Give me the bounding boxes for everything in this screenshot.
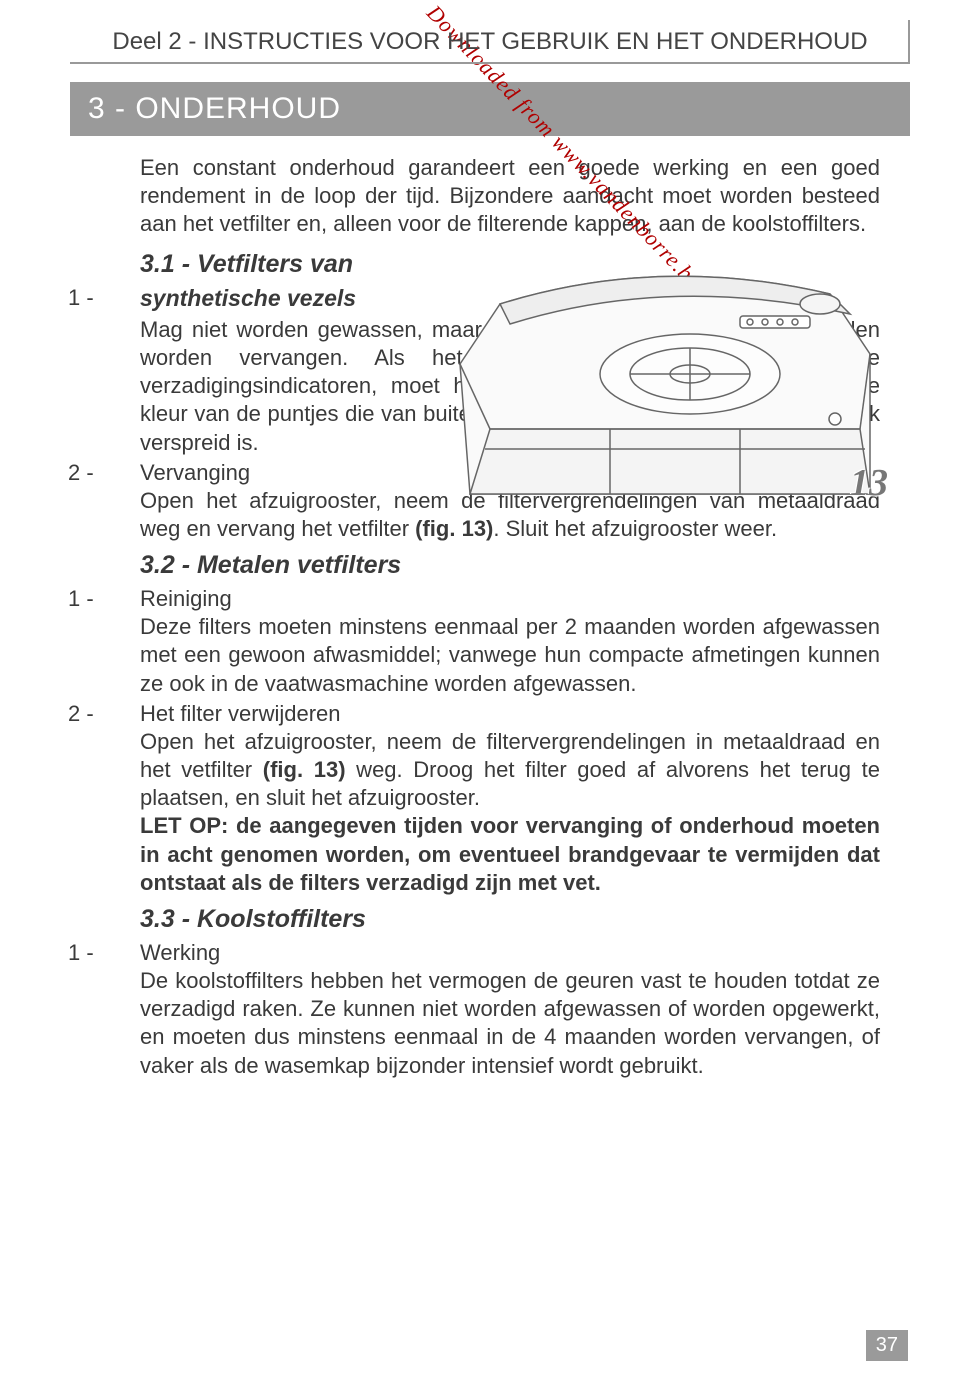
section-header: 3 - ONDERHOUD — [70, 82, 910, 136]
warning-text: LET OP: de aangegeven tijden voor vervan… — [140, 813, 880, 894]
page-header-bar: Deel 2 - INSTRUCTIES VOOR HET GEBRUIK EN… — [70, 20, 910, 64]
item-body: Het filter verwijderen Open het afzuigro… — [140, 700, 880, 897]
item-head: Vervanging — [140, 460, 250, 485]
item-head: Werking — [140, 940, 220, 965]
item-label: 2 - — [30, 459, 140, 487]
section-3-1-wrap: 13 1 - synthetische vezels Mag niet word… — [30, 284, 910, 456]
item-label: 1 - — [30, 284, 140, 312]
item-3-3-1: 1 - Werking De koolstoffilters hebben he… — [30, 939, 910, 1080]
fig-ref: (fig. 13) — [263, 757, 346, 782]
figure-13: 13 — [430, 244, 900, 564]
item-label: 1 - — [30, 585, 140, 613]
content-body: Een constant onderhoud garandeert een go… — [30, 154, 910, 1080]
item-3-2-2: 2 - Het filter verwijderen Open het afzu… — [30, 700, 910, 897]
intro-paragraph: Een constant onderhoud garandeert een go… — [140, 154, 880, 238]
item-label: 1 - — [30, 939, 140, 967]
page-number: 37 — [866, 1330, 908, 1361]
item-text: Deze filters moeten minstens eenmaal per… — [140, 614, 880, 695]
item-head: Het filter verwijderen — [140, 701, 341, 726]
document-page: Downloaded from www.vandenborre.be Deel … — [0, 0, 960, 1383]
item-3-2-1: 1 - Reiniging Deze filters moeten minste… — [30, 585, 910, 698]
figure-label: 13 — [850, 459, 888, 508]
item-head: Reiniging — [140, 586, 232, 611]
cooker-hood-illustration — [430, 244, 900, 564]
item-text: De koolstoffilters hebben het vermogen d… — [140, 968, 880, 1077]
item-label: 2 - — [30, 700, 140, 728]
item-body: Werking De koolstoffilters hebben het ve… — [140, 939, 880, 1080]
subsection-3-3-title: 3.3 - Koolstoffilters — [140, 903, 910, 935]
item-body: Reiniging Deze filters moeten minstens e… — [140, 585, 880, 698]
page-header-text: Deel 2 - INSTRUCTIES VOOR HET GEBRUIK EN… — [70, 28, 910, 56]
